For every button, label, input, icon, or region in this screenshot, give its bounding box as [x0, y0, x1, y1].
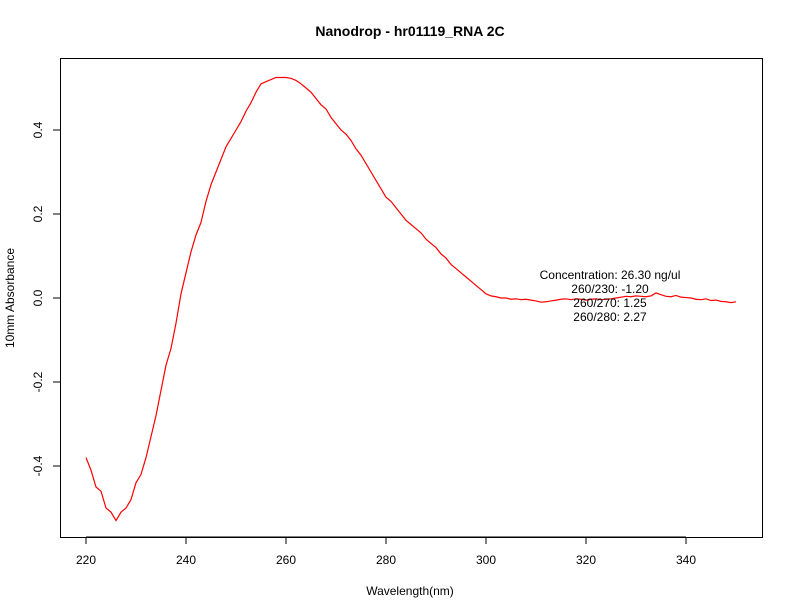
- x-tick-label: 340: [676, 553, 696, 567]
- annotation-line: Concentration: 26.30 ng/ul: [540, 268, 681, 282]
- x-axis-label: Wavelength(nm): [366, 584, 454, 598]
- x-axis: 220 240 260 280 300 320 340: [76, 536, 696, 567]
- y-axis: -0.4 -0.2 0.0 0.2 0.4: [31, 121, 60, 476]
- y-tick-label: -0.2: [31, 371, 45, 392]
- y-tick-label: 0.4: [31, 121, 45, 138]
- x-tick-label: 280: [376, 553, 396, 567]
- y-axis-label: 10mm Absorbance: [3, 248, 17, 348]
- annotation-line: 260/230: -1.20: [571, 282, 649, 296]
- x-tick-label: 260: [276, 553, 296, 567]
- chart-title: Nanodrop - hr01119_RNA 2C: [315, 23, 504, 39]
- y-tick-label: 0.0: [31, 289, 45, 306]
- absorbance-series-line: [85, 76, 737, 522]
- x-tick-label: 240: [176, 553, 196, 567]
- annotation-line: 260/280: 2.27: [573, 310, 647, 324]
- x-tick-label: 220: [76, 553, 96, 567]
- y-tick-label: -0.4: [31, 455, 45, 476]
- x-tick-label: 300: [476, 553, 496, 567]
- annotation-line: 260/270: 1.25: [573, 296, 647, 310]
- x-tick-label: 320: [576, 553, 596, 567]
- y-tick-label: 0.2: [31, 205, 45, 222]
